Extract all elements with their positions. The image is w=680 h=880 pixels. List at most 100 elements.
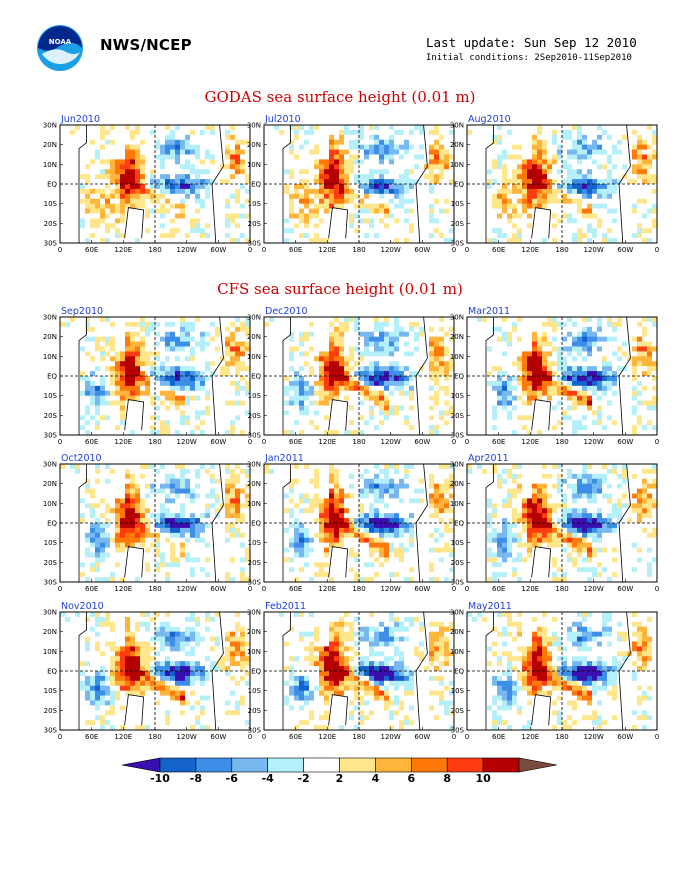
heat-cell — [502, 179, 508, 185]
heat-cell — [439, 341, 445, 347]
heat-cell — [642, 223, 648, 229]
heat-cell — [344, 169, 350, 175]
heat-cell — [334, 125, 340, 131]
heat-cell — [449, 213, 455, 219]
heat-cell — [429, 400, 435, 406]
heat-cell — [235, 405, 241, 411]
heat-cell — [349, 198, 355, 205]
heat-cell — [349, 430, 355, 436]
heat-cell — [240, 390, 246, 397]
heat-cell — [309, 125, 315, 131]
heat-cell — [60, 193, 66, 200]
heat-cell — [439, 380, 445, 387]
heat-cell — [552, 208, 558, 214]
heat-cell — [399, 400, 405, 406]
heat-cell — [215, 144, 221, 150]
heat-cell — [95, 430, 101, 436]
heat-cell — [359, 390, 365, 397]
heat-cell — [284, 164, 290, 170]
heat-cell — [75, 376, 81, 382]
heat-cell — [205, 351, 211, 357]
heat-cell — [80, 415, 86, 421]
heat-cell — [424, 317, 430, 323]
heat-cell — [334, 376, 340, 382]
heat-cell — [90, 425, 96, 431]
heat-cell — [80, 376, 86, 382]
heat-cell — [344, 321, 350, 328]
heat-cell — [304, 188, 310, 195]
heat-cell — [572, 125, 578, 131]
heat-cell — [95, 154, 101, 160]
heat-cell — [369, 376, 375, 382]
heat-cell — [354, 376, 360, 382]
heat-cell — [100, 208, 106, 214]
heat-cell — [364, 134, 370, 141]
heat-cell — [522, 174, 528, 180]
heat-cell — [190, 336, 196, 342]
heat-cell — [399, 134, 405, 141]
heat-cell — [374, 184, 380, 190]
heat-cell — [235, 317, 241, 323]
heat-cell — [349, 420, 355, 426]
heat-cell — [449, 331, 455, 338]
heat-cell — [444, 326, 450, 333]
heat-cell — [60, 376, 66, 382]
heat-cell — [65, 385, 71, 392]
heat-cell — [487, 159, 493, 165]
heat-cell — [647, 129, 653, 136]
heat-cell — [512, 203, 518, 209]
heat-cell — [429, 238, 435, 244]
y-tick-label: 10N — [43, 353, 57, 361]
heat-cell — [220, 134, 226, 141]
heat-cell — [130, 385, 136, 392]
heat-cell — [622, 198, 628, 205]
heat-cell — [75, 149, 81, 155]
heat-cell — [374, 410, 380, 416]
heat-cell — [329, 361, 335, 367]
heat-cell — [532, 159, 538, 165]
heat-cell — [434, 233, 440, 239]
heat-cell — [409, 154, 415, 160]
heat-cell — [65, 420, 71, 426]
heat-cell — [507, 341, 513, 347]
heat-cell — [472, 346, 478, 352]
heat-cell — [155, 376, 161, 382]
heat-cell — [289, 154, 295, 160]
heat-cell — [444, 129, 450, 136]
heat-cell — [289, 233, 295, 239]
heat-cell — [155, 351, 161, 357]
heat-cell — [65, 410, 71, 416]
heat-cell — [185, 385, 191, 392]
heat-cell — [394, 317, 400, 323]
x-tick-label: 180 — [148, 246, 161, 254]
heat-cell — [324, 208, 330, 214]
heat-cell — [175, 425, 181, 431]
heat-cell — [90, 351, 96, 357]
heat-cell — [419, 134, 425, 141]
heat-cell — [404, 149, 410, 155]
heat-cell — [329, 336, 335, 342]
heat-cell — [175, 430, 181, 436]
heat-cell — [175, 415, 181, 421]
heat-cell — [379, 326, 385, 333]
heat-cell — [85, 159, 91, 165]
heat-cell — [339, 139, 345, 146]
heat-cell — [467, 341, 473, 347]
heat-cell — [85, 184, 91, 190]
heat-cell — [70, 213, 76, 219]
heat-cell — [195, 179, 201, 185]
heat-cell — [617, 159, 623, 165]
heat-cell — [314, 395, 320, 401]
heat-cell — [319, 390, 325, 397]
heat-cell — [532, 193, 538, 200]
heat-cell — [487, 144, 493, 150]
heat-cell — [562, 174, 568, 180]
heat-cell — [304, 125, 310, 131]
heat-cell — [319, 351, 325, 357]
heat-cell — [424, 129, 430, 136]
heat-cell — [319, 208, 325, 214]
heat-cell — [547, 164, 553, 170]
heat-cell — [175, 395, 181, 401]
heat-cell — [344, 361, 350, 367]
heat-cell — [449, 228, 455, 234]
